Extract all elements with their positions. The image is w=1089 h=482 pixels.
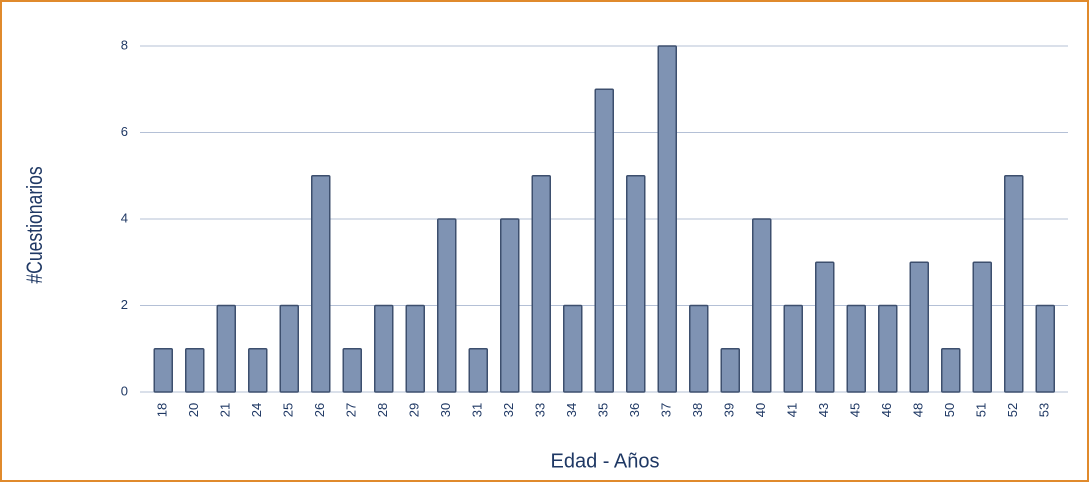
y-axis-label: #Cuestionarios [23,166,47,283]
bar [720,348,740,393]
bar [878,304,898,393]
y-tick-label: 8 [121,37,128,52]
bar [216,304,236,393]
x-tick-label: 46 [879,403,894,417]
x-tick-label: 36 [627,403,642,417]
x-tick-label: 41 [785,403,800,417]
x-tick-label: 43 [816,403,831,417]
bar [468,348,488,393]
x-tick-label: 29 [407,403,422,417]
x-tick-label: 50 [942,403,957,417]
x-tick-label: 34 [564,403,579,417]
bar [563,304,583,393]
x-tick-label: 53 [1037,403,1052,417]
bar [248,348,268,393]
x-tick-label: 35 [596,403,611,417]
bar [972,261,992,393]
bar [1004,175,1024,393]
bar [626,175,646,393]
bar [594,88,614,393]
bar [311,175,331,393]
x-tick-label: 20 [186,403,201,417]
x-tick-label: 32 [501,403,516,417]
y-tick-label: 6 [121,124,128,139]
bar [1035,304,1055,393]
bar [909,261,929,393]
x-tick-label: 39 [722,403,737,417]
x-tick-label: 45 [848,403,863,417]
x-tick-label: 24 [249,403,264,417]
bar [405,304,425,393]
x-tick-label: 27 [344,403,359,417]
bar [153,348,173,393]
bar [657,45,677,393]
bar [689,304,709,393]
x-tick-label: 52 [1005,403,1020,417]
y-tick-label: 4 [121,210,128,225]
x-tick-label: 21 [218,403,233,417]
x-tick-label: 31 [470,403,485,417]
bar [437,218,457,393]
x-tick-label: 33 [533,403,548,417]
x-tick-label: 38 [690,403,705,417]
bar [752,218,772,393]
x-tick-label: 25 [281,403,296,417]
y-tick-label: 0 [121,383,128,398]
bar [941,348,961,393]
bar [342,348,362,393]
x-tick-label: 30 [438,403,453,417]
bar [783,304,803,393]
bar [500,218,520,393]
y-tick-label: 2 [121,297,128,312]
bar [185,348,205,393]
x-tick-label: 51 [974,403,989,417]
x-tick-label: 18 [155,403,170,417]
x-tick-label: 37 [659,403,674,417]
bar [279,304,299,393]
bar [531,175,551,393]
x-axis-label: Edad - Años [551,450,660,472]
bar [846,304,866,393]
bar [815,261,835,393]
bar [374,304,394,393]
x-tick-label: 26 [312,403,327,417]
x-tick-label: 28 [375,403,390,417]
x-tick-label: 40 [753,403,768,417]
x-tick-label: 48 [911,403,926,417]
